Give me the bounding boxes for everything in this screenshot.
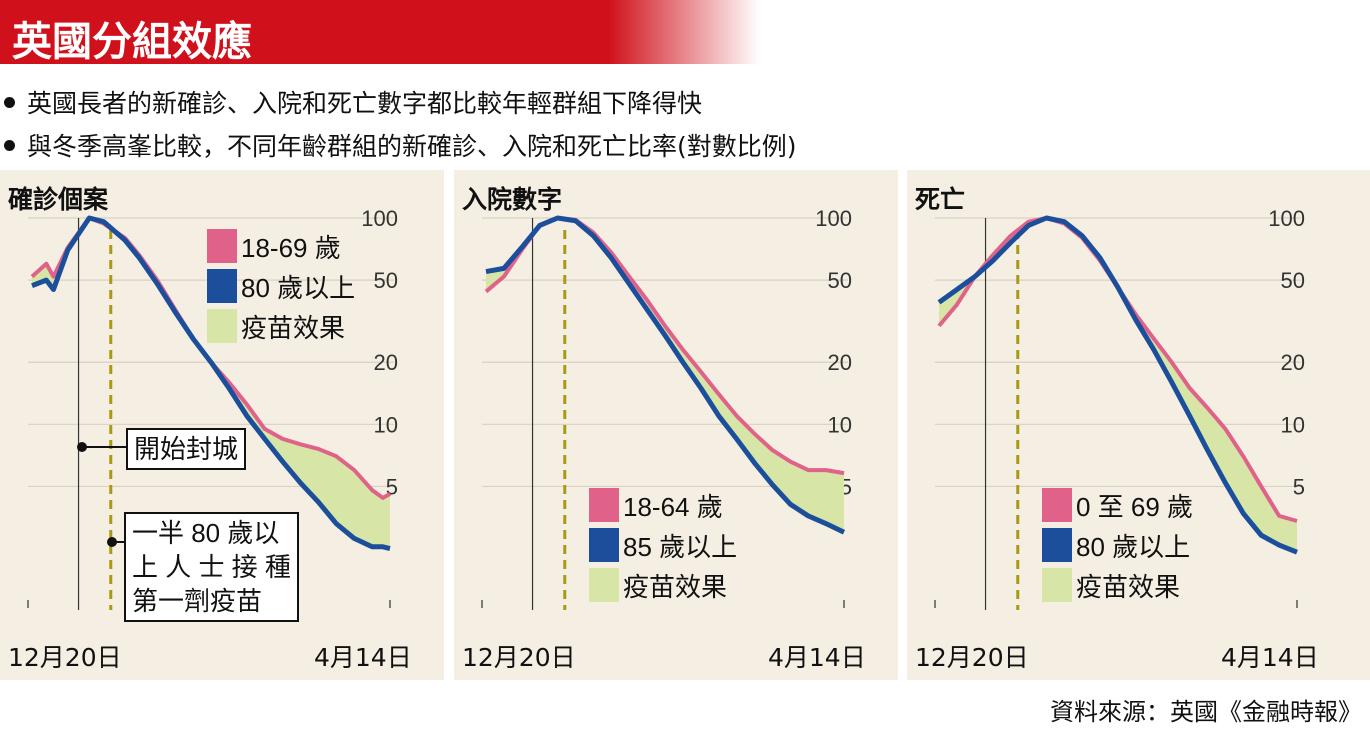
panel-title: 確診個案 xyxy=(8,185,109,214)
title-banner: 英國分組效應 xyxy=(0,0,760,65)
lockdown-connector-dot xyxy=(77,442,87,452)
vaccine-effect-area xyxy=(486,218,844,533)
legend-swatch xyxy=(589,488,619,522)
series-line-old xyxy=(485,215,846,535)
legend-item-young: 18-64 歲 xyxy=(589,485,737,525)
vaccine-callout-line: 一半 80 歲以 xyxy=(132,518,280,548)
legend-label: 85 歲以上 xyxy=(623,531,738,562)
chart-panel-cases: 100 50 20 10 5 確診個案 12月20日 4月14日 18-69 歲 80 … xyxy=(0,170,444,680)
y-tick-label: 10 xyxy=(828,412,852,437)
bullet-2-text: 與冬季高峯比較，不同年齡群組的新確診、入院和死亡比率(對數比例) xyxy=(27,132,797,161)
chart-panel-hospital: 100 50 20 10 5 入院數字 12月20日 4月14日 18-64 歲 85 … xyxy=(454,170,898,680)
vaccine-effect-area xyxy=(32,218,390,549)
y-tick-label: 10 xyxy=(1281,412,1305,437)
x-start-label: 12月20日 xyxy=(8,643,122,672)
legend-swatch xyxy=(1042,488,1072,522)
y-tick-label: 100 xyxy=(1268,206,1305,231)
legend-swatch xyxy=(589,528,619,562)
legend-swatch xyxy=(207,229,237,263)
x-end-label: 4月14日 xyxy=(314,643,412,672)
lockdown-callout: 開始封城 xyxy=(126,428,247,470)
bullet-1: 英國長者的新確診、入院和死亡數字都比較年輕群組下降得快 xyxy=(4,84,702,120)
bullet-dot xyxy=(4,96,15,108)
page-title: 英國分組效應 xyxy=(12,19,252,65)
legend-label: 0 至 69 歲 xyxy=(1076,491,1194,522)
legend-item-effect: 疫苗效果 xyxy=(589,565,737,605)
source-note: 資料來源：英國《金融時報》 xyxy=(1050,698,1362,726)
y-tick-label: 100 xyxy=(815,206,852,231)
vaccine-callout-line: 上 人 士 接 種 xyxy=(132,552,291,582)
legend-item-old: 80 歲以上 xyxy=(207,266,355,306)
y-tick-label: 100 xyxy=(361,206,398,231)
legend-label: 18-69 歲 xyxy=(241,232,341,263)
chart-panel-deaths: 100 50 20 10 5 死亡 12月20日 4月14日 0 至 69 歲 80 歲… xyxy=(907,170,1370,680)
y-tick-label: 5 xyxy=(1293,474,1305,499)
legend-item-effect: 疫苗效果 xyxy=(207,306,355,346)
legend-swatch xyxy=(207,309,237,343)
y-tick-label: 20 xyxy=(374,350,398,375)
y-tick-label: 20 xyxy=(1281,350,1305,375)
y-tick-label: 50 xyxy=(828,268,852,293)
series-line-old xyxy=(31,215,391,551)
legend-swatch xyxy=(589,568,619,602)
legend-swatch xyxy=(1042,528,1072,562)
bullet-1-text: 英國長者的新確診、入院和死亡數字都比較年輕群組下降得快 xyxy=(27,89,703,118)
x-end-label: 4月14日 xyxy=(1221,643,1319,672)
legend-swatch xyxy=(207,269,237,303)
bullet-2: 與冬季高峯比較，不同年齡群組的新確診、入院和死亡比率(對數比例) xyxy=(4,127,797,163)
legend-label: 疫苗效果 xyxy=(623,571,728,602)
y-tick-label: 50 xyxy=(374,268,398,293)
legend-swatch xyxy=(1042,568,1072,602)
legend-item-old: 85 歲以上 xyxy=(589,525,737,565)
vaccine-callout-line: 第一劑疫苗 xyxy=(132,586,263,616)
vaccine-callout: 一半 80 歲以 上 人 士 接 種 第一劑疫苗 xyxy=(124,512,299,622)
panel-title: 入院數字 xyxy=(462,185,563,214)
legend-label: 80 歲以上 xyxy=(1076,531,1191,562)
legend-label: 80 歲以上 xyxy=(241,272,356,303)
x-start-label: 12月20日 xyxy=(462,643,576,672)
legend: 18-69 歲 80 歲以上 疫苗效果 xyxy=(207,226,355,346)
bullet-dot xyxy=(4,139,15,151)
legend-label: 疫苗效果 xyxy=(241,312,346,343)
y-tick-label: 10 xyxy=(374,412,398,437)
x-end-label: 4月14日 xyxy=(768,643,866,672)
legend-item-old: 80 歲以上 xyxy=(1042,525,1193,565)
legend: 0 至 69 歲 80 歲以上 疫苗效果 xyxy=(1042,485,1193,605)
vaccine-effect-area xyxy=(939,218,1297,553)
x-start-label: 12月20日 xyxy=(915,643,1029,672)
y-tick-label: 50 xyxy=(1281,268,1305,293)
legend-label: 疫苗效果 xyxy=(1076,571,1181,602)
y-tick-label: 20 xyxy=(828,350,852,375)
legend-label: 18-64 歲 xyxy=(623,491,723,522)
vaccine-connector-dot xyxy=(107,537,117,547)
series-line-old xyxy=(937,215,1298,555)
legend: 18-64 歲 85 歲以上 疫苗效果 xyxy=(589,485,737,605)
legend-item-young: 18-69 歲 xyxy=(207,226,355,266)
panel-title: 死亡 xyxy=(915,185,966,214)
series-line-young xyxy=(484,216,845,476)
legend-item-effect: 疫苗效果 xyxy=(1042,565,1193,605)
chart-deaths-svg: 100 50 20 10 5 xyxy=(934,206,1305,610)
legend-item-young: 0 至 69 歲 xyxy=(1042,485,1193,525)
